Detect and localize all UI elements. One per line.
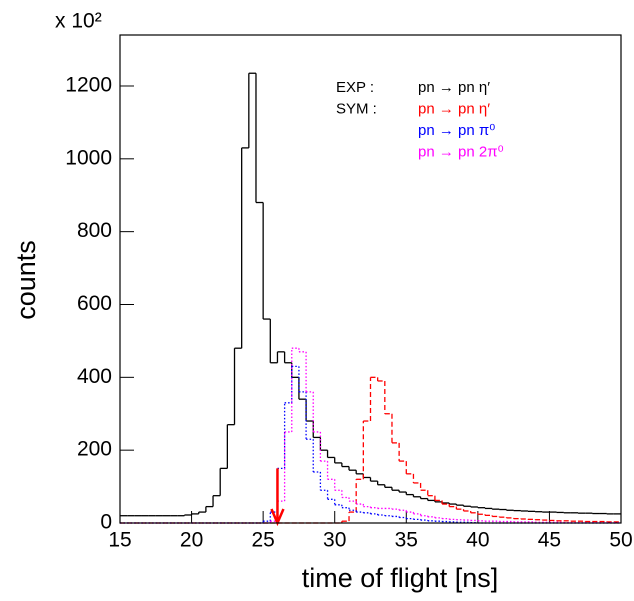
y-tick-label: 1000: [65, 146, 112, 169]
y-tick-label: 800: [77, 219, 112, 242]
y-multiplier: x 10²: [55, 10, 102, 33]
x-tick-label: 15: [108, 529, 131, 552]
x-tick-label: 35: [395, 529, 418, 552]
y-tick-label: 200: [77, 438, 112, 461]
x-tick-label: 45: [538, 529, 561, 552]
y-tick-label: 1200: [65, 74, 112, 97]
x-tick-label: 30: [323, 529, 346, 552]
legend-group: SYM :: [336, 100, 377, 117]
x-axis-title: time of flight [ns]: [302, 563, 499, 593]
y-tick-label: 400: [77, 365, 112, 388]
legend-entry: pn → pn η′: [418, 100, 490, 117]
legend-entry: pn → pn η′: [418, 79, 490, 96]
x-tick-label: 50: [609, 529, 632, 552]
legend-group: EXP :: [336, 79, 374, 96]
y-tick-label: 600: [77, 292, 112, 315]
y-axis-title: counts: [11, 240, 41, 320]
x-tick-label: 20: [180, 529, 203, 552]
x-tick-label: 40: [466, 529, 489, 552]
y-tick-label: 0: [100, 511, 112, 534]
legend-entry: pn → pn 2π⁰: [418, 143, 504, 160]
plot-frame: [119, 34, 622, 524]
x-tick-label: 25: [251, 529, 274, 552]
legend-entry: pn → pn π⁰: [418, 122, 495, 139]
